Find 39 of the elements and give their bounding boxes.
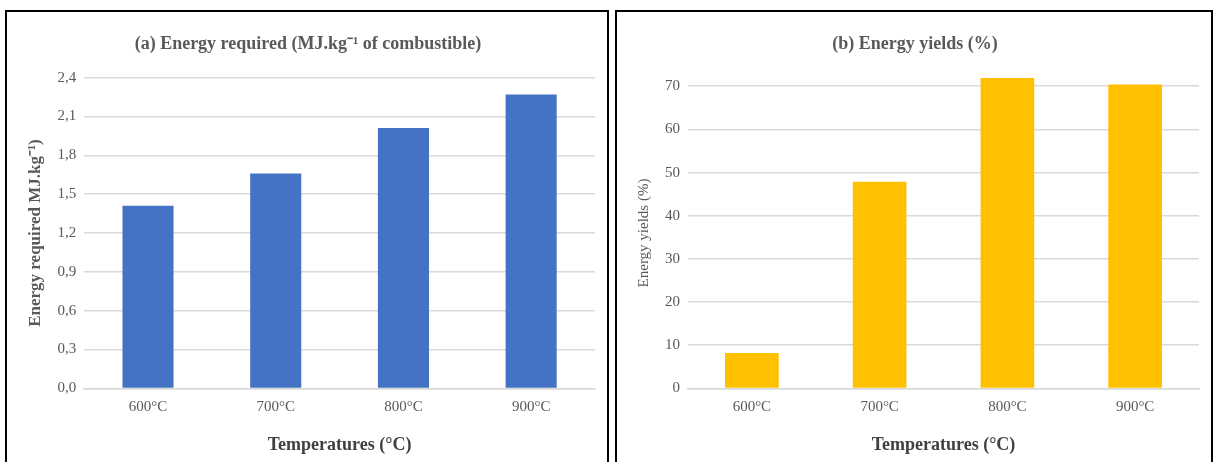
bar — [377, 128, 429, 388]
y-tick-label: 1,2 — [57, 223, 77, 240]
bar — [122, 205, 174, 388]
x-tick-label: 600°C — [732, 398, 772, 415]
chart-title: (b) Energy yields (%) — [832, 33, 998, 55]
y-tick-label: 30 — [665, 249, 680, 266]
x-tick-label: 700°C — [860, 398, 899, 415]
chart-title: (a) Energy required (MJ.kg⁻¹ of combustible) — [134, 33, 482, 55]
y-axis-title: Energy required MJ.kg⁻¹) — [24, 139, 44, 327]
y-tick-label: 20 — [665, 293, 680, 309]
y-tick-label: 50 — [665, 163, 680, 180]
x-tick-label: 900°C — [511, 398, 551, 415]
bar — [1108, 84, 1162, 388]
y-tick-label: 40 — [665, 206, 680, 223]
y-tick-label: 60 — [665, 120, 680, 137]
x-axis-title: Temperatures (°C) — [267, 433, 412, 455]
x-tick-label: 900°C — [1115, 398, 1155, 415]
y-tick-label: 0,3 — [57, 340, 77, 357]
y-tick-label: 0,0 — [57, 379, 77, 396]
y-tick-label: 70 — [665, 77, 680, 94]
x-axis-title: Temperatures (°C) — [871, 433, 1016, 455]
y-tick-label: 1,5 — [57, 185, 77, 202]
x-tick-label: 800°C — [384, 398, 423, 415]
bar — [852, 181, 907, 388]
y-tick-label: 0,9 — [57, 262, 77, 279]
bar — [725, 353, 779, 388]
y-axis-title: Energy yields (%) — [634, 178, 652, 288]
x-tick-label: 700°C — [256, 398, 295, 415]
y-tick-label: 0,6 — [57, 301, 77, 318]
bar — [250, 173, 302, 388]
bar — [980, 78, 1035, 388]
x-tick-label: 600°C — [128, 398, 168, 415]
y-tick-label: 1,8 — [57, 146, 77, 163]
y-tick-label: 2,1 — [57, 107, 77, 124]
bar — [505, 94, 557, 388]
y-tick-label: 10 — [665, 336, 680, 353]
y-tick-label: 0 — [672, 379, 680, 396]
x-tick-label: 800°C — [988, 398, 1027, 415]
y-tick-label: 2,4 — [57, 68, 77, 85]
